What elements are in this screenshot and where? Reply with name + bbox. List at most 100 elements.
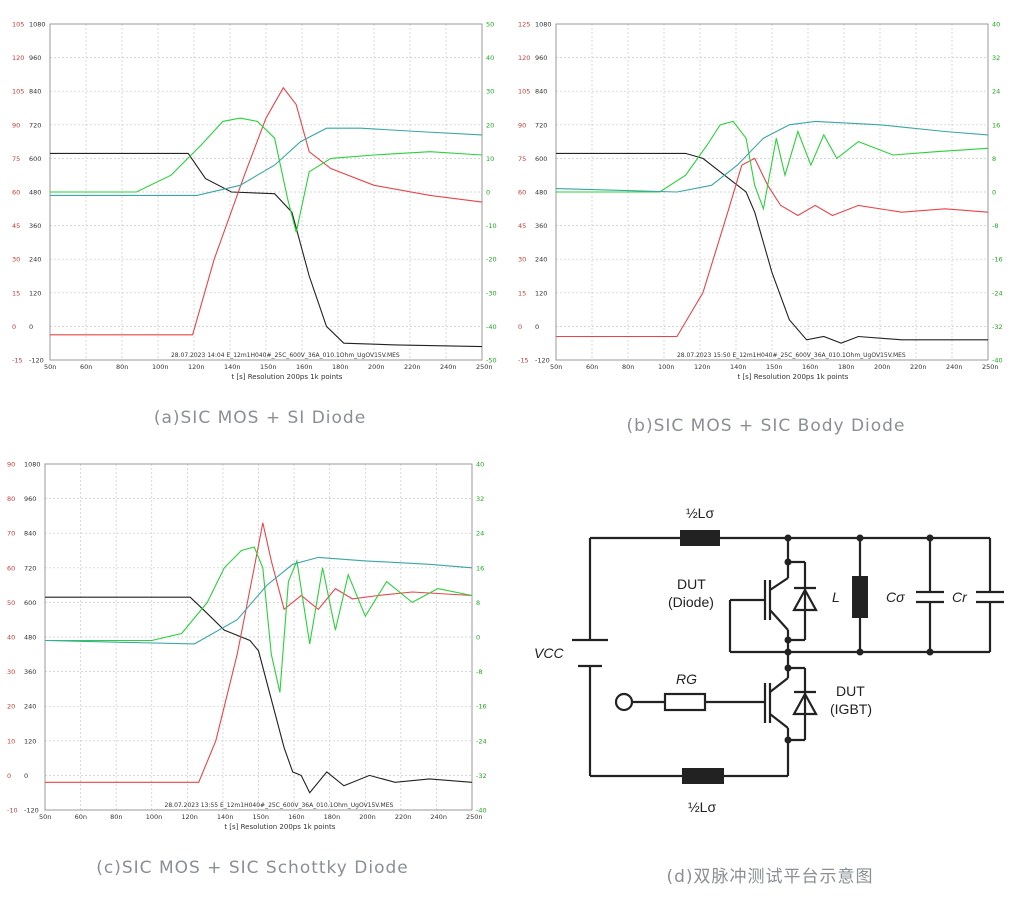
left1-tick-label: -10 bbox=[7, 807, 18, 815]
x-axis-label: t [s] Resolution 200ps 1k points bbox=[737, 373, 848, 381]
left1-tick-label: 15 bbox=[12, 289, 20, 297]
series-line-vmain bbox=[555, 120, 989, 193]
right-tick-label: 40 bbox=[486, 54, 494, 62]
x-tick-label: 50n bbox=[39, 813, 51, 821]
right-tick-label: 10 bbox=[486, 155, 494, 163]
left1-tick-label: 30 bbox=[7, 668, 15, 676]
caption-a: (a)SIC MOS + SI Diode bbox=[153, 408, 367, 428]
x-tick-label: 180n bbox=[332, 363, 349, 371]
left2-tick-label: 360 bbox=[24, 668, 36, 676]
x-tick-label: 200n bbox=[368, 363, 385, 371]
left1-tick-label: 90 bbox=[518, 121, 526, 129]
x-tick-label: 240n bbox=[430, 813, 447, 821]
series-line-current bbox=[50, 86, 483, 336]
x-tick-label: 250n bbox=[476, 363, 493, 371]
series-line-vmain bbox=[50, 127, 483, 196]
x-tick-label: 50n bbox=[44, 363, 56, 371]
label-vcc: VCC bbox=[534, 645, 564, 661]
left2-tick-label: 960 bbox=[24, 495, 36, 503]
right-tick-label: -30 bbox=[486, 289, 497, 297]
left1-tick-label: 90 bbox=[12, 121, 20, 129]
right-tick-label: 40 bbox=[992, 21, 1000, 29]
right-tick-label: 0 bbox=[476, 634, 480, 642]
left2-tick-label: 1080 bbox=[535, 21, 552, 29]
left1-tick-label: 10 bbox=[7, 737, 15, 745]
x-axis-label: t [s] Resolution 200ps 1k points bbox=[231, 373, 342, 381]
right-tick-label: 40 bbox=[476, 461, 484, 469]
capture-info: 28.07.2023 15:50 E_12m1H040#_25C_600V_36… bbox=[677, 352, 906, 359]
x-tick-label: 120n bbox=[694, 363, 711, 371]
left1-tick-label: 50 bbox=[7, 599, 15, 607]
label-l-top: ½Lσ bbox=[686, 505, 714, 521]
right-tick-label: -20 bbox=[486, 256, 497, 264]
left2-tick-label: 120 bbox=[24, 737, 36, 745]
left2-tick-label: 840 bbox=[24, 530, 36, 538]
x-tick-label: 60n bbox=[586, 363, 598, 371]
x-tick-label: 160n bbox=[288, 813, 305, 821]
left2-tick-label: 600 bbox=[24, 599, 36, 607]
series-line-vmain bbox=[44, 556, 473, 645]
x-tick-label: 220n bbox=[404, 363, 421, 371]
label-rg: RG bbox=[676, 671, 697, 687]
chart-panel-c: 90 1080 40 80 960 32 70 840 24 60 720 16 50 600 8 40 480… bbox=[5, 458, 500, 838]
series-line-vds bbox=[556, 152, 988, 344]
caption-c: (c)SIC MOS + SIC Schottky Diode bbox=[96, 858, 409, 878]
left2-tick-label: 720 bbox=[535, 121, 547, 129]
right-tick-label: -40 bbox=[486, 323, 497, 331]
bottom-stray-inductor bbox=[682, 768, 724, 784]
left1-tick-label: -15 bbox=[12, 357, 23, 365]
x-tick-label: 100n bbox=[152, 363, 169, 371]
x-tick-label: 200n bbox=[874, 363, 891, 371]
left1-tick-label: 75 bbox=[518, 155, 526, 163]
left2-tick-label: -120 bbox=[24, 807, 39, 815]
right-tick-label: 32 bbox=[992, 54, 1000, 62]
x-tick-label: 250n bbox=[982, 363, 999, 371]
left2-tick-label: 840 bbox=[535, 88, 547, 96]
circuit-panel-d: ½Lσ ½Lσ DUT (Diode) DUT (IGBT) L Cσ Cr V… bbox=[520, 480, 1020, 830]
left2-tick-label: 0 bbox=[29, 323, 33, 331]
right-tick-label: 16 bbox=[476, 564, 484, 572]
left2-tick-label: 480 bbox=[29, 189, 41, 197]
left1-tick-label: 15 bbox=[518, 289, 526, 297]
x-tick-label: 80n bbox=[110, 813, 122, 821]
left1-tick-label: 80 bbox=[7, 495, 15, 503]
caption-b: (b)SIC MOS + SIC Body Diode bbox=[626, 416, 906, 436]
x-tick-label: 120n bbox=[181, 813, 198, 821]
right-tick-label: -16 bbox=[992, 256, 1003, 264]
chart-panel-a: 105 1080 50 120 960 40 105 840 30 90 720 20 75 600 10 6… bbox=[10, 18, 510, 388]
series-line-vgs bbox=[556, 120, 989, 211]
left1-tick-label: 125 bbox=[518, 21, 530, 29]
left1-tick-label: 105 bbox=[12, 21, 24, 29]
left2-tick-label: -120 bbox=[535, 357, 550, 365]
right-tick-label: -8 bbox=[476, 668, 482, 676]
right-tick-label: 0 bbox=[486, 189, 490, 197]
x-axis-label: t [s] Resolution 200ps 1k points bbox=[224, 823, 335, 831]
label-dut-igbt-1: DUT bbox=[836, 683, 865, 699]
right-tick-label: 24 bbox=[476, 530, 484, 538]
left1-tick-label: 90 bbox=[7, 461, 15, 469]
chart-panel-b: 125 1080 40 120 960 32 105 840 24 90 720 16 75 600 8 60… bbox=[516, 18, 1016, 388]
x-tick-label: 150n bbox=[260, 363, 277, 371]
left2-tick-label: 0 bbox=[535, 323, 539, 331]
left2-tick-label: 0 bbox=[24, 772, 28, 780]
left1-tick-label: 60 bbox=[7, 564, 15, 572]
left1-tick-label: 60 bbox=[12, 189, 20, 197]
right-tick-label: 32 bbox=[476, 495, 484, 503]
x-tick-label: 50n bbox=[550, 363, 562, 371]
x-tick-label: 220n bbox=[395, 813, 412, 821]
label-dut-diode-2: (Diode) bbox=[668, 594, 714, 610]
label-dut-diode-1: DUT bbox=[677, 576, 706, 592]
right-tick-label: 24 bbox=[992, 88, 1000, 96]
right-tick-label: -16 bbox=[476, 703, 487, 711]
x-tick-label: 250n bbox=[466, 813, 483, 821]
x-tick-label: 240n bbox=[440, 363, 457, 371]
left1-tick-label: 45 bbox=[518, 222, 526, 230]
right-tick-label: -24 bbox=[476, 737, 487, 745]
left2-tick-label: 240 bbox=[535, 256, 547, 264]
x-tick-label: 60n bbox=[75, 813, 87, 821]
x-tick-label: 140n bbox=[224, 363, 241, 371]
left1-tick-label: 40 bbox=[7, 634, 15, 642]
left2-tick-label: 720 bbox=[29, 121, 41, 129]
left1-tick-label: 70 bbox=[7, 530, 15, 538]
